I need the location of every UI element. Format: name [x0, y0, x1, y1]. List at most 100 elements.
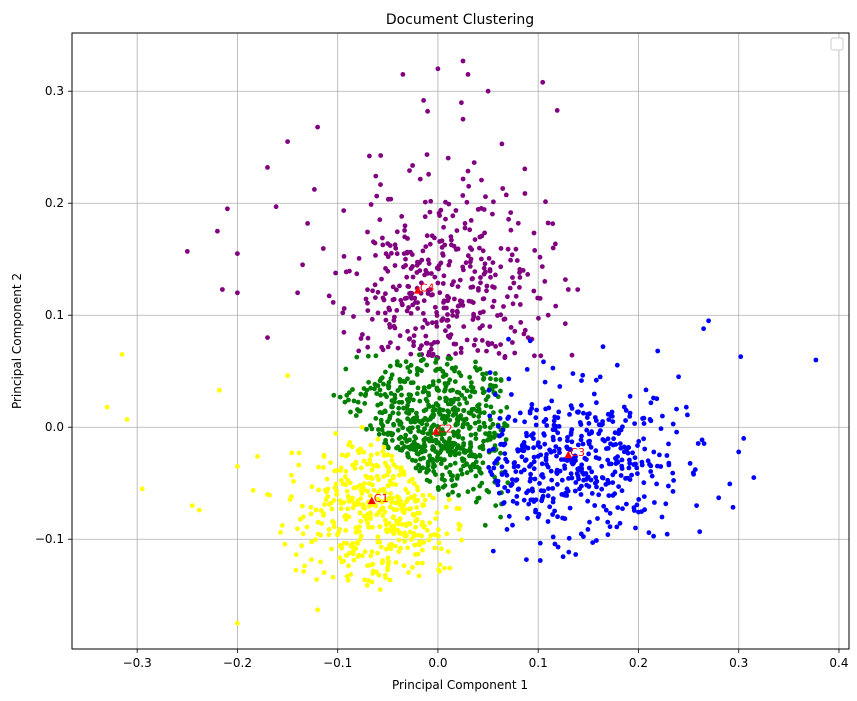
cluster-green-point	[449, 365, 455, 371]
cluster-green-point	[348, 409, 353, 415]
cluster-purple-point	[415, 306, 421, 311]
cluster-blue-point	[511, 464, 517, 470]
cluster-blue-point	[605, 411, 611, 417]
cluster-purple-point	[479, 256, 484, 262]
cluster-yellow-point	[285, 373, 290, 379]
cluster-green-point	[434, 356, 439, 362]
cluster-yellow-point	[265, 492, 270, 497]
cluster-yellow-point	[391, 531, 397, 536]
cluster-purple-point	[434, 324, 440, 329]
cluster-blue-point	[694, 503, 699, 508]
cluster-green-point	[471, 413, 477, 419]
cluster-purple-point	[470, 276, 475, 281]
cluster-purple-point	[404, 249, 410, 255]
cluster-blue-point	[655, 463, 660, 469]
cluster-blue-point	[568, 432, 574, 437]
cluster-purple-point	[401, 264, 406, 270]
cluster-blue-point	[627, 410, 633, 416]
cluster-yellow-point	[370, 561, 376, 567]
cluster-yellow-point	[360, 553, 365, 559]
cluster-green-point	[503, 437, 509, 442]
cluster-green-point	[392, 392, 398, 398]
cluster-blue-point	[730, 504, 736, 510]
cluster-purple-point	[440, 251, 445, 256]
cluster-blue-point	[697, 529, 703, 535]
cluster-green-point	[455, 445, 461, 451]
cluster-purple-point	[508, 325, 514, 330]
cluster-purple-point	[471, 160, 477, 166]
cluster-purple-point	[465, 253, 471, 259]
cluster-green-point	[400, 425, 406, 431]
cluster-purple-point	[432, 304, 438, 310]
y-tick-label: 0.3	[45, 84, 64, 98]
cluster-green-point	[423, 396, 429, 402]
cluster-purple-point	[379, 276, 384, 282]
cluster-blue-point	[581, 410, 586, 416]
cluster-blue-point	[519, 454, 525, 460]
cluster-blue-point	[648, 469, 654, 474]
cluster-green-point	[375, 402, 381, 408]
cluster-yellow-point	[318, 532, 323, 538]
cluster-blue-point	[550, 496, 556, 501]
cluster-purple-point	[425, 321, 430, 326]
cluster-yellow-point	[322, 502, 327, 507]
cluster-blue-point	[550, 512, 555, 517]
cluster-yellow-point	[362, 481, 367, 486]
cluster-purple-point	[330, 300, 336, 305]
cluster-purple-point	[448, 234, 454, 240]
cluster-purple-point	[525, 272, 531, 277]
cluster-yellow-point	[345, 506, 350, 512]
cluster-yellow-point	[348, 572, 354, 577]
cluster-blue-point	[600, 475, 606, 481]
cluster-purple-point	[459, 100, 464, 106]
cluster-yellow-point	[416, 573, 422, 579]
cluster-blue-point	[585, 527, 591, 532]
cluster-blue-point	[604, 446, 609, 452]
cluster-green-point	[480, 460, 486, 466]
cluster-yellow-point	[377, 539, 383, 545]
cluster-purple-point	[407, 336, 413, 341]
cluster-blue-point	[649, 473, 655, 479]
cluster-yellow-point	[338, 477, 344, 483]
cluster-blue-point	[606, 493, 612, 498]
cluster-green-point	[468, 424, 473, 430]
cluster-purple-point	[553, 241, 558, 247]
cluster-yellow-point	[119, 352, 125, 357]
cluster-purple-point	[437, 239, 442, 244]
cluster-yellow-point	[293, 567, 299, 573]
centroid-label-c3: C3	[570, 446, 585, 459]
centroid-label-c4: C4	[420, 282, 435, 295]
cluster-blue-point	[564, 493, 570, 498]
cluster-blue-point	[598, 428, 603, 433]
cluster-purple-point	[487, 267, 493, 272]
cluster-green-point	[414, 410, 419, 416]
cluster-green-point	[445, 449, 451, 454]
cluster-green-point	[426, 392, 431, 398]
cluster-blue-point	[625, 450, 631, 456]
cluster-blue-point	[541, 359, 546, 365]
cluster-yellow-point	[358, 518, 364, 524]
cluster-blue-point	[586, 465, 592, 471]
cluster-blue-point	[533, 422, 539, 428]
cluster-purple-point	[503, 192, 509, 198]
cluster-yellow-point	[361, 502, 366, 508]
cluster-purple-point	[460, 193, 466, 198]
cluster-yellow-point	[436, 527, 441, 533]
cluster-green-point	[444, 361, 450, 367]
cluster-green-point	[471, 462, 476, 467]
cluster-yellow-point	[427, 520, 433, 526]
cluster-green-point	[450, 489, 455, 495]
cluster-purple-point	[400, 72, 406, 77]
cluster-green-point	[397, 447, 403, 453]
cluster-yellow-point	[362, 549, 368, 555]
cluster-purple-point	[215, 228, 220, 234]
cluster-green-point	[337, 394, 343, 400]
cluster-yellow-point	[367, 510, 373, 516]
cluster-blue-point	[500, 427, 506, 433]
cluster-purple-point	[360, 332, 365, 337]
cluster-green-point	[422, 426, 427, 432]
cluster-purple-point	[446, 324, 452, 329]
cluster-green-point	[391, 422, 397, 428]
cluster-yellow-point	[338, 506, 344, 512]
cluster-blue-point	[623, 408, 629, 413]
